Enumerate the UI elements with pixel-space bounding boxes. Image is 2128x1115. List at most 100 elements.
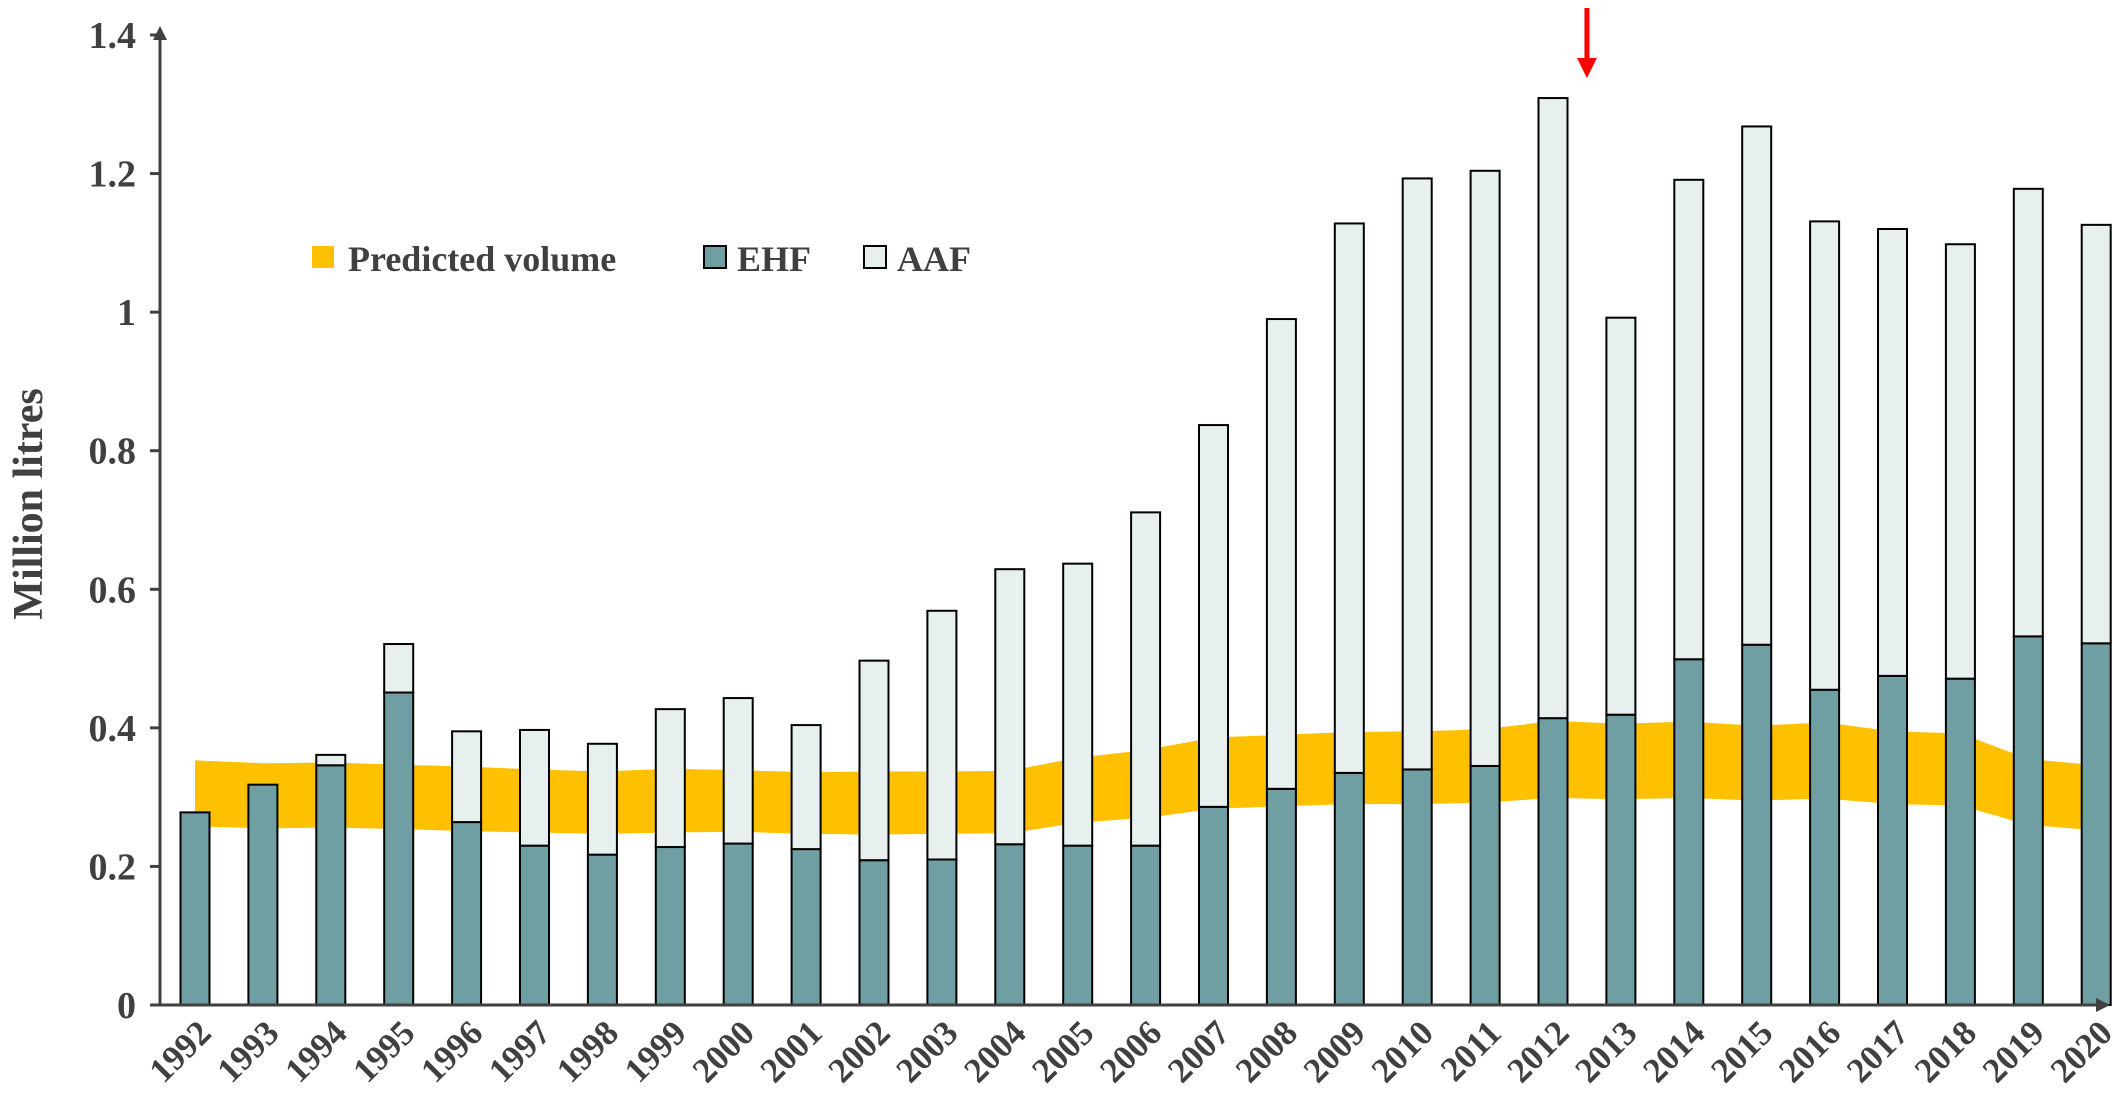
y-tick-label: 1.2 bbox=[89, 154, 137, 196]
bar-ehf-2013 bbox=[1605, 713, 1637, 1006]
bar-ehf-1992 bbox=[179, 811, 211, 1007]
legend-swatch-aaf bbox=[863, 245, 887, 269]
x-tick-label: 1993 bbox=[209, 1013, 286, 1090]
bar-ehf-2001 bbox=[790, 848, 822, 1006]
x-tick-label: 1994 bbox=[277, 1013, 354, 1090]
x-tick-label: 2002 bbox=[821, 1013, 898, 1090]
x-tick-label: 2017 bbox=[1839, 1013, 1916, 1090]
bar-aaf-1995 bbox=[383, 643, 415, 694]
x-tick-label: 2006 bbox=[1092, 1013, 1169, 1090]
bar-aaf-2012 bbox=[1537, 97, 1569, 720]
x-tick-label: 2000 bbox=[685, 1013, 762, 1090]
x-tick-label: 1999 bbox=[617, 1013, 694, 1090]
bar-aaf-2008 bbox=[1265, 318, 1297, 790]
bar-ehf-1997 bbox=[519, 844, 550, 1007]
bar-ehf-2006 bbox=[1130, 844, 1162, 1007]
x-tick-label: 2007 bbox=[1160, 1013, 1237, 1090]
bars-layer bbox=[179, 97, 2112, 1007]
x-tick-label: 2008 bbox=[1228, 1013, 1305, 1090]
bar-aaf-1996 bbox=[451, 730, 483, 824]
y-axis-arrowhead bbox=[153, 26, 167, 40]
bar-aaf-2005 bbox=[1062, 562, 1094, 847]
bar-ehf-1998 bbox=[586, 853, 618, 1007]
x-tick-label: 2018 bbox=[1907, 1013, 1984, 1090]
bar-ehf-2005 bbox=[1062, 844, 1094, 1007]
bar-ehf-2004 bbox=[994, 843, 1026, 1006]
bar-ehf-2020 bbox=[2080, 642, 2112, 1006]
y-tick-label: 1 bbox=[117, 292, 136, 334]
x-tick-label: 2014 bbox=[1635, 1013, 1712, 1090]
x-tick-label: 2003 bbox=[888, 1013, 965, 1090]
x-tick-label: 2010 bbox=[1364, 1013, 1441, 1090]
bar-aaf-1994 bbox=[315, 753, 347, 767]
x-tick-label: 2020 bbox=[2043, 1013, 2120, 1090]
bar-ehf-1994 bbox=[315, 764, 347, 1006]
x-tick-label: 2011 bbox=[1433, 1013, 1509, 1089]
x-tick-label: 2015 bbox=[1703, 1013, 1780, 1090]
bar-ehf-1993 bbox=[247, 783, 279, 1007]
bar-ehf-2015 bbox=[1741, 643, 1773, 1006]
bar-aaf-2004 bbox=[994, 568, 1026, 846]
bar-aaf-2002 bbox=[858, 659, 890, 862]
bar-ehf-2000 bbox=[722, 842, 754, 1006]
bar-ehf-2010 bbox=[1401, 768, 1433, 1007]
y-tick-label: 0.6 bbox=[89, 569, 137, 611]
bar-ehf-2007 bbox=[1198, 805, 1229, 1006]
bar-aaf-1998 bbox=[586, 742, 618, 856]
bar-aaf-2001 bbox=[790, 724, 822, 851]
x-tick-label: 1997 bbox=[481, 1013, 558, 1090]
bar-aaf-2003 bbox=[926, 609, 958, 861]
legend-swatch-ehf bbox=[703, 245, 727, 269]
x-tick-label: 1996 bbox=[413, 1013, 490, 1090]
annotation-arrow-head bbox=[1576, 58, 1597, 78]
bar-ehf-1996 bbox=[451, 821, 483, 1006]
x-tick-label: 2012 bbox=[1500, 1013, 1577, 1090]
bar-aaf-2006 bbox=[1130, 511, 1162, 847]
axes-layer bbox=[153, 26, 2110, 1012]
bar-aaf-2019 bbox=[2012, 187, 2044, 638]
x-tick-label: 1998 bbox=[549, 1013, 626, 1090]
bar-ehf-1995 bbox=[383, 691, 415, 1006]
legend-label-predicted-volume: Predicted volume bbox=[348, 239, 616, 279]
x-tick-label: 2016 bbox=[1771, 1013, 1848, 1090]
legend-label-aaf: AAF bbox=[897, 239, 971, 279]
bar-aaf-2016 bbox=[1809, 220, 1841, 691]
legend: Predicted volume EHF AAF bbox=[312, 239, 971, 279]
bar-aaf-2014 bbox=[1673, 178, 1705, 661]
bar-ehf-2003 bbox=[926, 858, 958, 1006]
bar-aaf-2013 bbox=[1605, 316, 1637, 716]
bar-aaf-1997 bbox=[519, 728, 550, 847]
bar-ehf-2009 bbox=[1333, 771, 1365, 1007]
bar-aaf-2000 bbox=[722, 697, 754, 845]
y-tick-label: 0 bbox=[117, 985, 136, 1027]
bar-aaf-2009 bbox=[1333, 222, 1365, 774]
bar-ehf-2012 bbox=[1537, 717, 1569, 1007]
bar-aaf-2010 bbox=[1401, 177, 1433, 771]
x-tick-label: 1992 bbox=[142, 1013, 219, 1090]
x-tick-label: 2013 bbox=[1567, 1013, 1644, 1090]
bar-aaf-2020 bbox=[2080, 223, 2112, 645]
legend-swatch-predicted-volume bbox=[312, 246, 334, 268]
x-tick-label: 1995 bbox=[345, 1013, 422, 1090]
x-tick-label: 2009 bbox=[1296, 1013, 1373, 1090]
bar-ehf-2002 bbox=[858, 859, 890, 1007]
x-tick-label: 2001 bbox=[753, 1013, 830, 1090]
bar-ehf-2019 bbox=[2012, 635, 2044, 1007]
bar-aaf-2015 bbox=[1741, 125, 1773, 646]
bar-ehf-2014 bbox=[1673, 658, 1705, 1006]
bar-aaf-2018 bbox=[1944, 243, 1976, 680]
x-tick-label: 2019 bbox=[1975, 1013, 2052, 1090]
bar-ehf-2016 bbox=[1809, 688, 1841, 1006]
y-tick-label: 0.4 bbox=[89, 708, 137, 750]
bar-ehf-2008 bbox=[1265, 787, 1297, 1006]
bar-aaf-1999 bbox=[654, 708, 686, 849]
bar-ehf-2017 bbox=[1877, 674, 1908, 1007]
bar-aaf-2007 bbox=[1198, 424, 1229, 808]
y-axis-label: Million litres bbox=[6, 388, 52, 619]
y-tick-label: 0.2 bbox=[89, 846, 137, 888]
bar-aaf-2011 bbox=[1469, 169, 1501, 767]
x-axis-arrowhead bbox=[2096, 998, 2110, 1012]
y-tick-label: 1.4 bbox=[89, 15, 137, 57]
